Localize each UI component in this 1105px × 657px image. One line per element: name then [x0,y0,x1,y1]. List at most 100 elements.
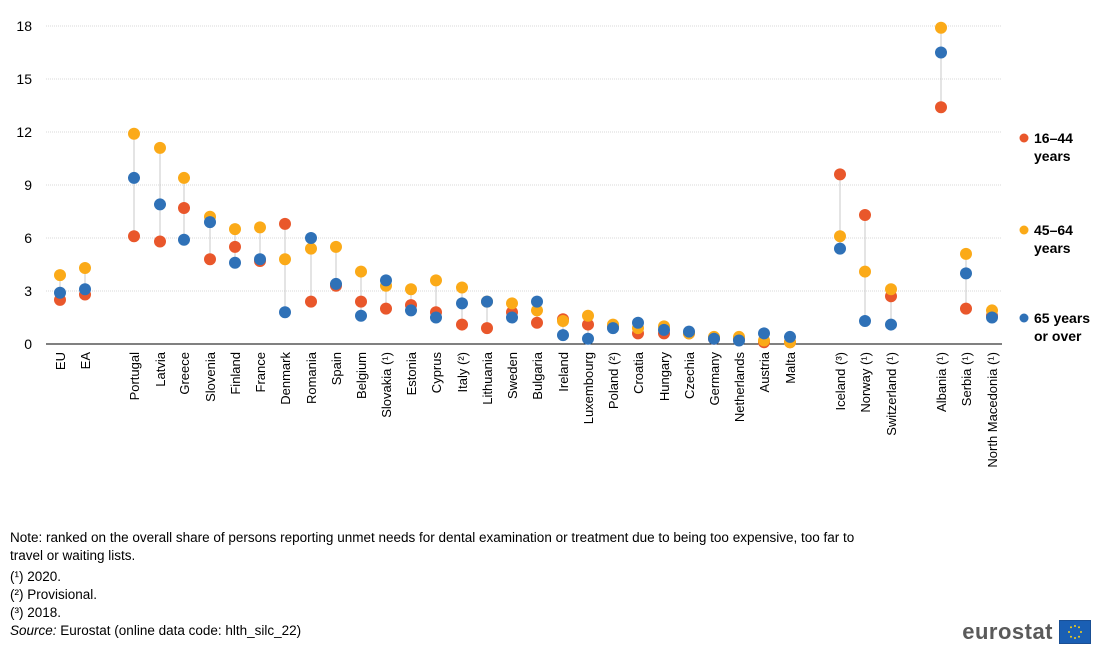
point-series-2 [758,327,770,340]
x-tick-label: Austria [757,351,772,392]
point-series-2 [557,329,569,342]
point-series-1 [960,247,972,260]
gridlines [46,25,1002,292]
point-series-2 [380,274,392,287]
x-tick-label: Lithuania [480,351,495,405]
point-series-0 [279,217,291,230]
x-tick-label: Bulgaria [530,351,545,399]
y-tick-label: 18 [16,18,32,34]
point-series-1 [557,315,569,328]
point-series-1 [582,309,594,322]
point-series-0 [128,230,140,243]
point-series-1 [279,253,291,266]
point-series-2 [229,256,241,269]
point-series-1 [305,242,317,255]
point-series-0 [305,295,317,308]
point-series-2 [986,311,998,324]
point-series-1 [430,274,442,287]
point-series-2 [54,286,66,299]
x-tick-label: France [253,352,268,392]
legend-marker [1019,225,1029,235]
point-series-1 [456,281,468,294]
y-tick-label: 3 [24,283,32,299]
point-series-1 [885,283,897,296]
point-series-2 [708,332,720,345]
x-tick-label: Slovenia [203,351,218,402]
x-tick-label: Estonia [404,351,419,395]
point-series-2 [430,311,442,324]
legend-label: years [1034,240,1071,256]
point-series-2 [834,242,846,255]
point-series-1 [506,297,518,310]
point-series-0 [960,302,972,315]
point-series-2 [935,46,947,59]
x-tick-label: Greece [177,352,192,395]
x-tick-label: Hungary [657,352,672,402]
point-series-2 [405,304,417,317]
x-tick-label: Norway (¹) [858,352,873,413]
point-series-2 [204,216,216,229]
point-series-2 [859,315,871,328]
logo-wordmark: eurostat [962,619,1053,644]
point-series-2 [279,306,291,319]
x-tick-label: Iceland (³) [833,352,848,411]
point-series-2 [885,318,897,331]
point-series-0 [229,240,241,253]
x-tick-label: Sweden [505,352,520,399]
point-series-0 [834,168,846,181]
point-series-2 [178,233,190,246]
y-tick-label: 12 [16,124,32,140]
point-series-2 [607,322,619,335]
source-text: Eurostat (online data code: hlth_silc_22… [56,623,302,638]
source-label: Source: [10,623,57,638]
x-tick-label: EU [53,352,68,370]
point-series-0 [935,101,947,114]
point-series-2 [582,332,594,345]
x-axis: EU EA Portugal Latvia Greece Slovenia Finland F… [53,351,1000,467]
source-line: Source: Eurostat (online data code: hlth… [10,622,910,640]
x-tick-label: Denmark [278,352,293,405]
x-tick-label: Germany [707,352,722,406]
point-series-0 [178,201,190,214]
point-series-2 [960,267,972,280]
point-series-2 [305,232,317,244]
point-series-1 [254,221,266,234]
point-series-1 [79,262,91,275]
point-series-1 [154,141,166,154]
x-tick-label: Serbia (¹) [959,352,974,406]
x-tick-label: Belgium [354,352,369,399]
point-series-2 [531,295,543,308]
point-series-2 [79,283,91,296]
point-series-2 [355,309,367,322]
x-tick-label: Cyprus [429,352,444,394]
point-series-2 [330,277,342,290]
point-series-0 [380,302,392,315]
data-points [54,21,998,349]
x-tick-label: Switzerland (¹) [884,352,899,436]
point-series-2 [784,330,796,343]
point-series-0 [355,295,367,308]
point-series-1 [128,127,140,140]
legend-label: 45–64 [1034,222,1073,238]
point-series-0 [154,235,166,248]
x-tick-label: Poland (²) [606,352,621,409]
point-series-1 [178,171,190,184]
point-series-1 [935,21,947,34]
point-series-1 [859,265,871,278]
point-series-2 [632,316,644,329]
point-series-0 [481,322,493,335]
chart: 0 3 6 9 12 15 18 EU EA Portugal Latvia Greece Slove… [16,18,1090,468]
notes: Note: ranked on the overall share of per… [10,529,910,640]
x-tick-label: Malta [783,351,798,384]
eu-flag-icon [1059,620,1091,644]
x-tick-label: Spain [329,352,344,385]
x-tick-label: Finland [228,352,243,395]
legend-marker [1019,313,1029,323]
footnote-3: (³) 2018. [10,605,62,620]
point-series-2 [254,253,266,266]
legend-label: 65 years [1034,310,1090,326]
eurostat-logo: eurostat [962,619,1091,645]
point-series-2 [683,325,695,338]
y-tick-label: 9 [24,177,32,193]
x-tick-label: Albania (¹) [934,352,949,412]
